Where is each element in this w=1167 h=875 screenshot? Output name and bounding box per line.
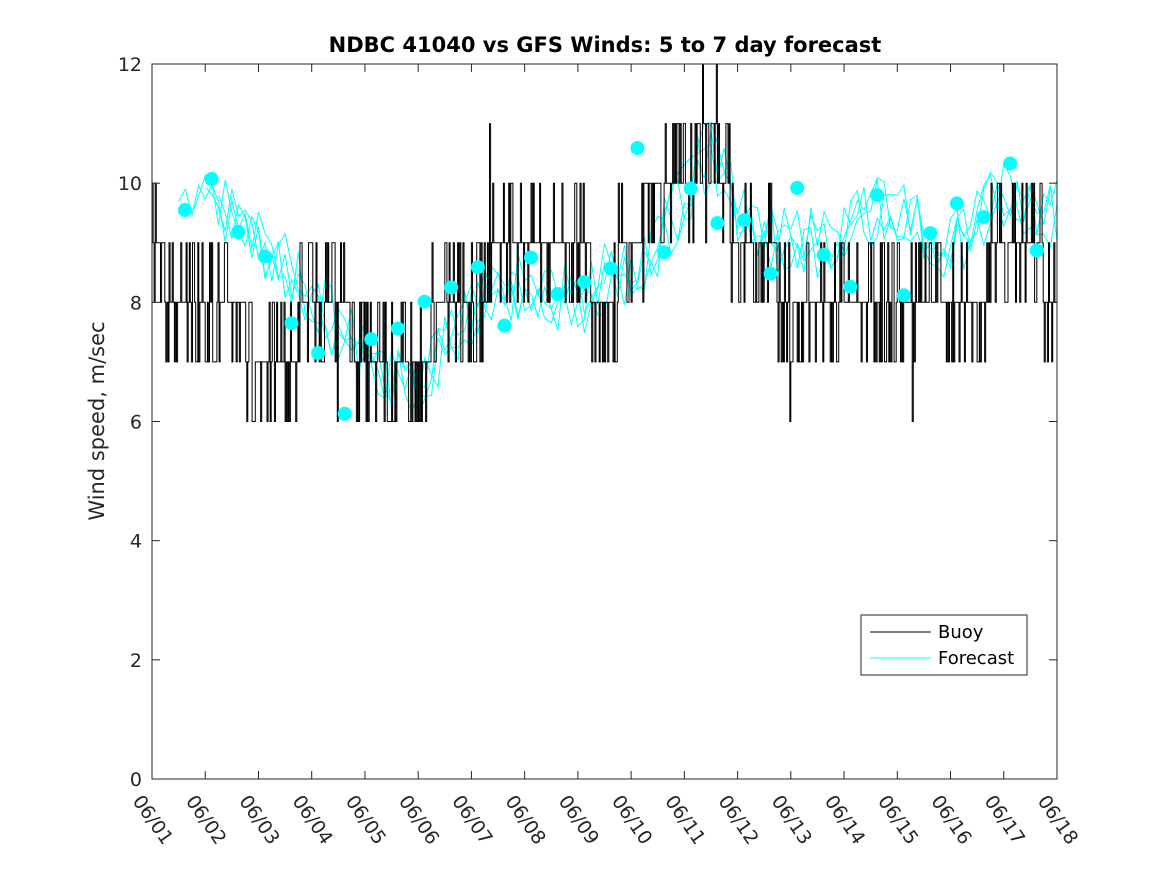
legend-buoy-label: Buoy <box>938 622 984 643</box>
forecast-marker <box>417 294 432 309</box>
y-axis-label: Wind speed, m/sec <box>85 321 109 520</box>
forecast-marker <box>949 196 964 211</box>
chart-title: NDBC 41040 vs GFS Winds: 5 to 7 day fore… <box>329 33 882 57</box>
forecast-marker <box>284 316 299 331</box>
buoy-line <box>152 64 1057 422</box>
forecast-marker <box>683 181 698 196</box>
forecast-marker <box>737 213 751 228</box>
forecast-marker <box>524 250 538 265</box>
forecast-marker <box>763 266 778 281</box>
forecast-marker <box>1029 243 1044 258</box>
y-tick-label: 8 <box>130 292 142 314</box>
forecast-marker <box>1003 156 1018 171</box>
forecast-marker <box>976 210 991 225</box>
forecast-marker <box>231 225 246 239</box>
y-tick-label: 4 <box>130 531 142 553</box>
y-tick-label: 0 <box>130 769 142 791</box>
forecast-marker <box>178 203 192 217</box>
forecast-marker <box>470 260 485 275</box>
forecast-marker <box>257 249 272 264</box>
forecast-marker <box>550 287 565 301</box>
y-tick-label: 2 <box>130 650 142 672</box>
legend: Buoy Forecast <box>860 614 1028 676</box>
forecast-marker <box>630 141 645 155</box>
forecast-marker <box>870 188 885 203</box>
forecast-marker <box>337 406 352 421</box>
forecast-marker <box>843 279 858 294</box>
forecast-marker <box>204 172 219 186</box>
series-layer <box>152 64 1057 422</box>
forecast-marker <box>390 321 405 336</box>
forecast-marker <box>896 288 911 303</box>
forecast-marker <box>603 261 618 276</box>
forecast-marker <box>710 216 725 231</box>
y-tick-label: 6 <box>130 412 142 434</box>
forecast-marker <box>923 226 938 241</box>
forecast-marker <box>311 346 326 360</box>
legend-forecast-label: Forecast <box>938 648 1014 669</box>
legend-box <box>860 614 1028 676</box>
forecast-marker <box>657 245 672 260</box>
forecast-marker <box>816 247 831 262</box>
forecast-marker <box>444 280 459 295</box>
forecast-marker <box>577 275 592 290</box>
y-tick-label: 10 <box>118 173 142 195</box>
y-tick-label: 12 <box>118 54 142 76</box>
forecast-marker <box>790 180 805 195</box>
forecast-marker <box>497 318 512 333</box>
forecast-marker <box>364 332 379 347</box>
